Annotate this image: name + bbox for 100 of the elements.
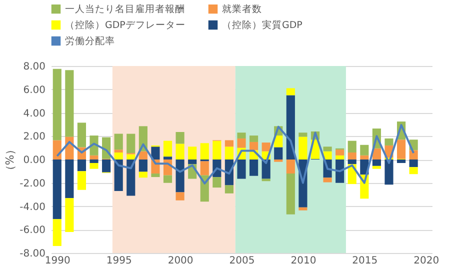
bar bbox=[65, 70, 74, 137]
bar bbox=[163, 140, 172, 157]
bar bbox=[65, 160, 74, 198]
y-tick-label: -6.00 bbox=[20, 225, 46, 236]
x-tick-label: 2015 bbox=[352, 256, 378, 266]
bar bbox=[176, 144, 184, 160]
bar bbox=[336, 155, 344, 160]
y-tick-label: 4.00 bbox=[23, 108, 46, 120]
legend-label: 一人当たり名目雇用者報酬 bbox=[65, 3, 185, 16]
y-axis-title: （%） bbox=[4, 144, 17, 176]
bar bbox=[348, 160, 356, 164]
y-tick-label: 8.00 bbox=[23, 62, 46, 72]
bar bbox=[274, 147, 283, 160]
bar bbox=[409, 167, 418, 174]
bar bbox=[409, 150, 418, 160]
bar bbox=[114, 152, 123, 160]
bar bbox=[348, 140, 356, 152]
bar bbox=[298, 132, 308, 137]
bar bbox=[237, 160, 246, 179]
bar bbox=[323, 178, 332, 182]
bar bbox=[224, 140, 234, 147]
bar bbox=[138, 172, 148, 178]
bar bbox=[90, 155, 98, 160]
bar bbox=[250, 136, 258, 142]
bar bbox=[212, 140, 222, 160]
bar bbox=[77, 160, 86, 172]
bar bbox=[188, 146, 197, 160]
x-tick-label: 2010 bbox=[290, 256, 316, 266]
bar bbox=[114, 160, 123, 192]
bar bbox=[126, 154, 136, 160]
bar bbox=[286, 174, 295, 214]
bar bbox=[396, 140, 406, 159]
bar bbox=[176, 132, 184, 144]
bar bbox=[138, 160, 148, 172]
bar bbox=[372, 148, 381, 160]
bar bbox=[65, 198, 74, 232]
bar bbox=[298, 207, 308, 210]
bar bbox=[176, 192, 184, 200]
bar bbox=[286, 88, 295, 96]
bar bbox=[52, 68, 62, 140]
bar bbox=[237, 138, 246, 148]
bar bbox=[286, 95, 295, 160]
bar bbox=[138, 151, 148, 160]
bar bbox=[90, 163, 98, 169]
line-series bbox=[56, 124, 415, 184]
bar bbox=[298, 136, 308, 160]
bar bbox=[409, 160, 418, 168]
bar bbox=[102, 160, 111, 172]
legend-label: 労働分配率 bbox=[65, 35, 115, 47]
legend-label: （控除）GDPデフレーター bbox=[65, 19, 186, 31]
y-tick-label: -2.00 bbox=[20, 178, 46, 190]
bar bbox=[90, 160, 98, 164]
bar bbox=[114, 134, 123, 150]
bar bbox=[237, 132, 246, 138]
bar bbox=[336, 160, 344, 183]
y-tick-label: 0.00 bbox=[23, 155, 46, 166]
bar bbox=[348, 152, 356, 160]
bar bbox=[360, 155, 369, 160]
y-tick-label: 2.00 bbox=[23, 132, 46, 143]
bar bbox=[372, 160, 381, 166]
bar bbox=[336, 150, 344, 156]
bar bbox=[200, 161, 209, 176]
y-tick-label: -4.00 bbox=[20, 202, 46, 213]
bar bbox=[77, 122, 86, 148]
x-tick-label: 1990 bbox=[44, 256, 70, 266]
bar bbox=[286, 160, 295, 174]
bar bbox=[323, 146, 332, 152]
bar bbox=[384, 138, 394, 146]
bar bbox=[151, 174, 160, 178]
x-tick-label: 2000 bbox=[168, 256, 194, 266]
bar bbox=[151, 146, 160, 160]
bar bbox=[114, 150, 123, 152]
x-tick-label: 2005 bbox=[229, 256, 255, 266]
bar bbox=[262, 160, 270, 179]
bar bbox=[176, 160, 184, 192]
bar bbox=[396, 160, 406, 164]
bar bbox=[52, 140, 62, 160]
x-tick-label: 2020 bbox=[414, 256, 440, 266]
legend-label: 就業者数 bbox=[222, 3, 262, 16]
bar bbox=[126, 160, 136, 196]
y-tick-label: -8.00 bbox=[20, 248, 46, 260]
bar bbox=[250, 142, 258, 150]
bar bbox=[250, 160, 258, 176]
bar bbox=[52, 160, 62, 220]
x-tick-label: 1995 bbox=[106, 256, 132, 266]
bar bbox=[262, 142, 270, 152]
bar bbox=[212, 177, 222, 188]
bar bbox=[52, 219, 62, 246]
bar bbox=[188, 160, 197, 164]
y-tick-label: 6.00 bbox=[23, 84, 46, 96]
bar bbox=[126, 134, 136, 154]
bar bbox=[224, 146, 234, 160]
bar bbox=[200, 143, 209, 160]
bar bbox=[163, 175, 172, 183]
bar bbox=[224, 185, 234, 194]
bar bbox=[372, 166, 381, 169]
bar bbox=[77, 171, 86, 190]
bar bbox=[360, 144, 369, 156]
legend-label: （控除）実質GDP bbox=[222, 19, 303, 31]
bar bbox=[384, 160, 394, 185]
